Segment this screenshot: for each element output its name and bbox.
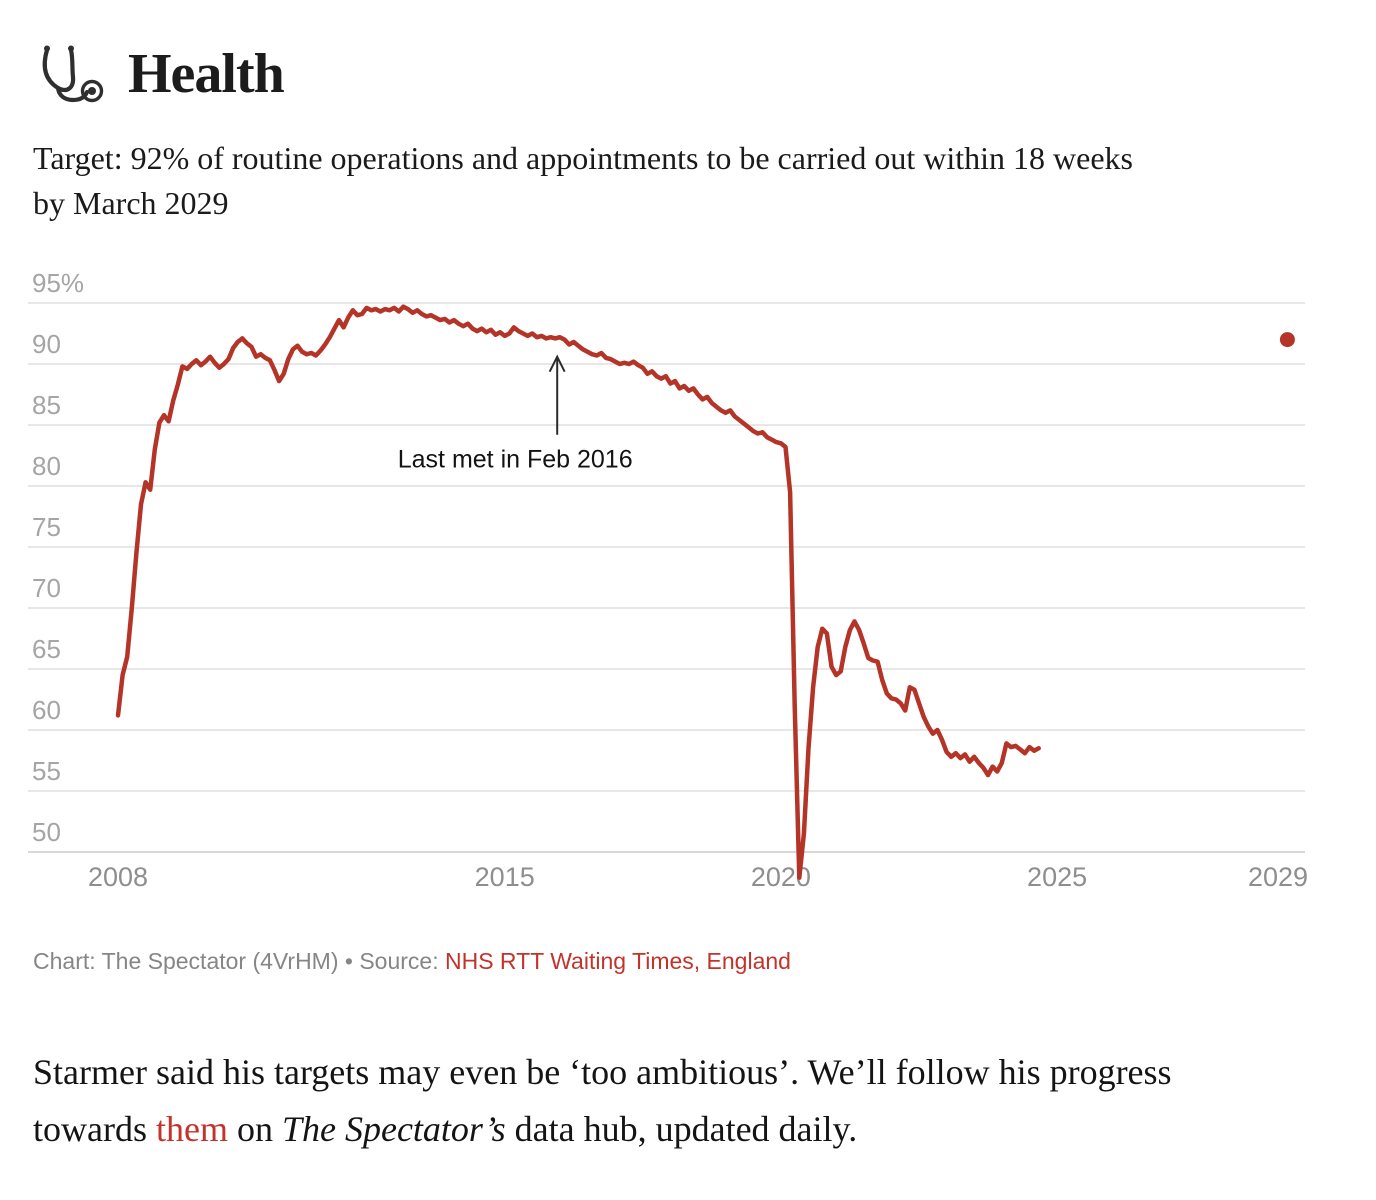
y-tick-label-80: 80	[32, 451, 61, 481]
y-tick-label-95: 95%	[32, 268, 84, 298]
x-tick-label-2015: 2015	[475, 862, 535, 892]
caption-credit: Chart: The Spectator (4VrHM) • Source:	[33, 948, 445, 974]
waiting-times-line	[115, 304, 1041, 880]
annotation-label: Last met in Feb 2016	[398, 446, 633, 474]
page-title: Health	[128, 43, 285, 105]
y-tick-label-70: 70	[32, 573, 61, 603]
paragraph-line1: Starmer said his targets may even be ‘to…	[33, 1052, 1172, 1092]
stethoscope-icon	[42, 45, 104, 103]
y-tick-label-55: 55	[32, 756, 61, 786]
them-link[interactable]: them	[155, 1109, 228, 1149]
y-tick-label-90: 90	[32, 329, 61, 359]
y-tick-label-65: 65	[32, 634, 61, 664]
x-tick-label-2025: 2025	[1027, 862, 1087, 892]
publication-name: The Spectator’s	[281, 1109, 506, 1149]
y-tick-label-85: 85	[32, 390, 61, 420]
section-header: Health	[30, 42, 285, 106]
y-tick-label-60: 60	[32, 695, 61, 725]
x-tick-label-2029: 2029	[1248, 862, 1308, 892]
chart-subtitle-line1: Target: 92% of routine operations and ap…	[33, 140, 1133, 176]
annotation-arrowhead	[548, 354, 566, 373]
paragraph-line2: towards them on The Spectator’s data hub…	[33, 1101, 1172, 1158]
x-tick-label-2008: 2008	[88, 862, 148, 892]
y-tick-label-50: 50	[32, 817, 61, 847]
chart-subtitle: Target: 92% of routine operations and ap…	[33, 136, 1133, 226]
y-tick-label-75: 75	[32, 512, 61, 542]
paragraph-line2-mid: on	[227, 1109, 282, 1149]
paragraph-line2-end: data hub, updated daily.	[505, 1109, 858, 1149]
chart-caption: Chart: The Spectator (4VrHM) • Source: N…	[33, 948, 791, 975]
source-link[interactable]: NHS RTT Waiting Times, England	[444, 948, 791, 974]
paragraph-line2-start: towards	[33, 1109, 156, 1149]
article-paragraph: Starmer said his targets may even be ‘to…	[33, 1044, 1172, 1158]
target-dot-2029	[1279, 332, 1295, 348]
chart-subtitle-line2: by March 2029	[33, 185, 229, 221]
